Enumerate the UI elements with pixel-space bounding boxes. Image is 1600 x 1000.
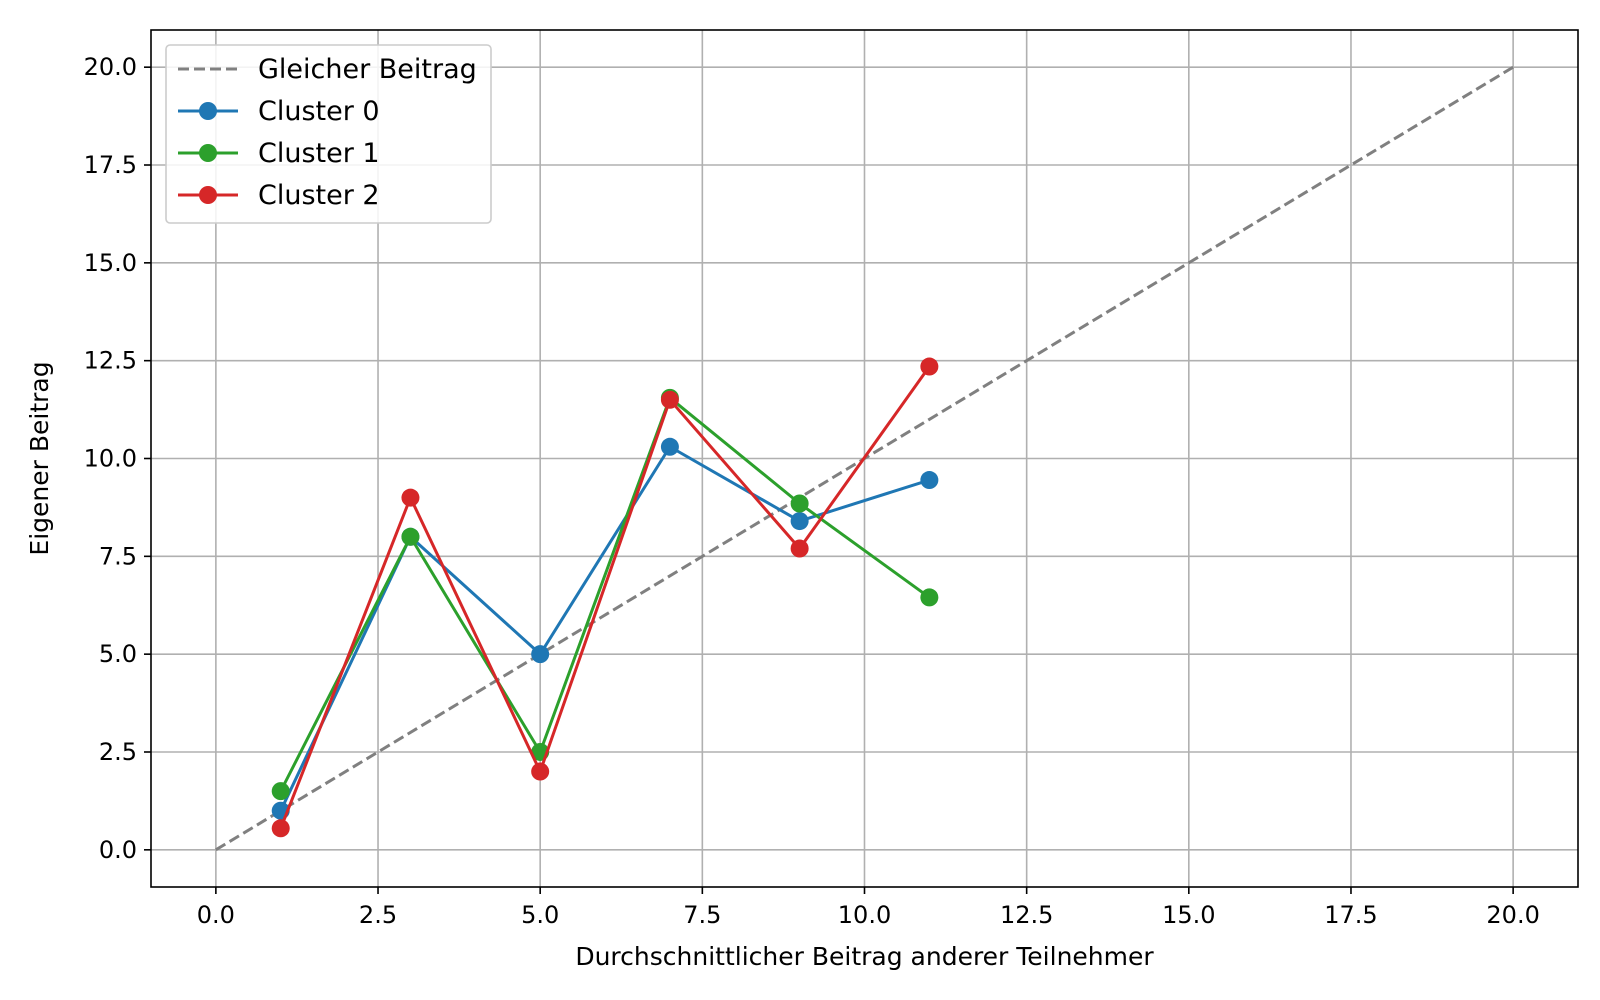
x-tick-label: 10.0 [838, 901, 891, 929]
y-tick-label: 12.5 [84, 347, 137, 375]
axis-ticks: 0.0 2.5 5.0 7.5 10.0 12.5 15.0 17.5 20.0 0.0 2.5 5.… [84, 53, 1540, 929]
data-point-cluster-2 [790, 539, 809, 558]
data-point-cluster-1 [920, 588, 939, 607]
data-point-cluster-1 [271, 782, 290, 801]
legend-marker-cluster-0 [199, 102, 217, 120]
x-tick-label: 5.0 [521, 901, 559, 929]
data-point-cluster-1 [790, 494, 809, 513]
x-tick-label: 7.5 [683, 901, 721, 929]
legend-label-cluster-0: Cluster 0 [258, 96, 380, 127]
x-axis-label: Durchschnittlicher Beitrag anderer Teiln… [575, 942, 1154, 971]
plot-data [215, 65, 1514, 852]
y-tick-label: 17.5 [84, 151, 137, 179]
x-tick-label: 15.0 [1162, 901, 1215, 929]
legend-marker-cluster-1 [199, 144, 217, 162]
data-point-cluster-0 [531, 645, 550, 664]
data-point-cluster-1 [401, 527, 420, 546]
y-tick-label: 10.0 [84, 445, 137, 473]
y-tick-label: 5.0 [99, 640, 137, 668]
legend-label-cluster-1: Cluster 1 [258, 138, 380, 169]
y-axis-label: Eigener Beitrag [25, 361, 54, 555]
y-tick-label: 2.5 [99, 738, 137, 766]
legend-label-cluster-2: Cluster 2 [258, 180, 380, 211]
data-point-cluster-0 [790, 512, 809, 531]
x-tick-label: 2.5 [359, 901, 397, 929]
legend: Gleicher Beitrag Cluster 0 Cluster 1 Cluste… [165, 44, 492, 224]
y-tick-label: 7.5 [99, 542, 137, 570]
data-point-cluster-2 [660, 390, 679, 409]
data-point-cluster-2 [401, 488, 420, 507]
x-tick-label: 17.5 [1324, 901, 1377, 929]
series-line-cluster-2 [279, 365, 931, 829]
x-tick-label: 0.0 [197, 901, 235, 929]
data-point-cluster-0 [660, 437, 679, 456]
legend-box [165, 44, 492, 224]
data-point-cluster-2 [920, 357, 939, 376]
legend-label-gleicher-beitrag: Gleicher Beitrag [258, 54, 477, 85]
data-point-cluster-0 [920, 471, 939, 490]
y-tick-label: 20.0 [84, 53, 137, 81]
x-tick-label: 12.5 [1000, 901, 1053, 929]
data-point-cluster-2 [271, 819, 290, 838]
legend-marker-cluster-2 [199, 186, 217, 204]
data-point-cluster-2 [531, 762, 550, 781]
y-tick-label: 0.0 [99, 836, 137, 864]
x-tick-label: 20.0 [1486, 901, 1539, 929]
y-tick-label: 15.0 [84, 249, 137, 277]
